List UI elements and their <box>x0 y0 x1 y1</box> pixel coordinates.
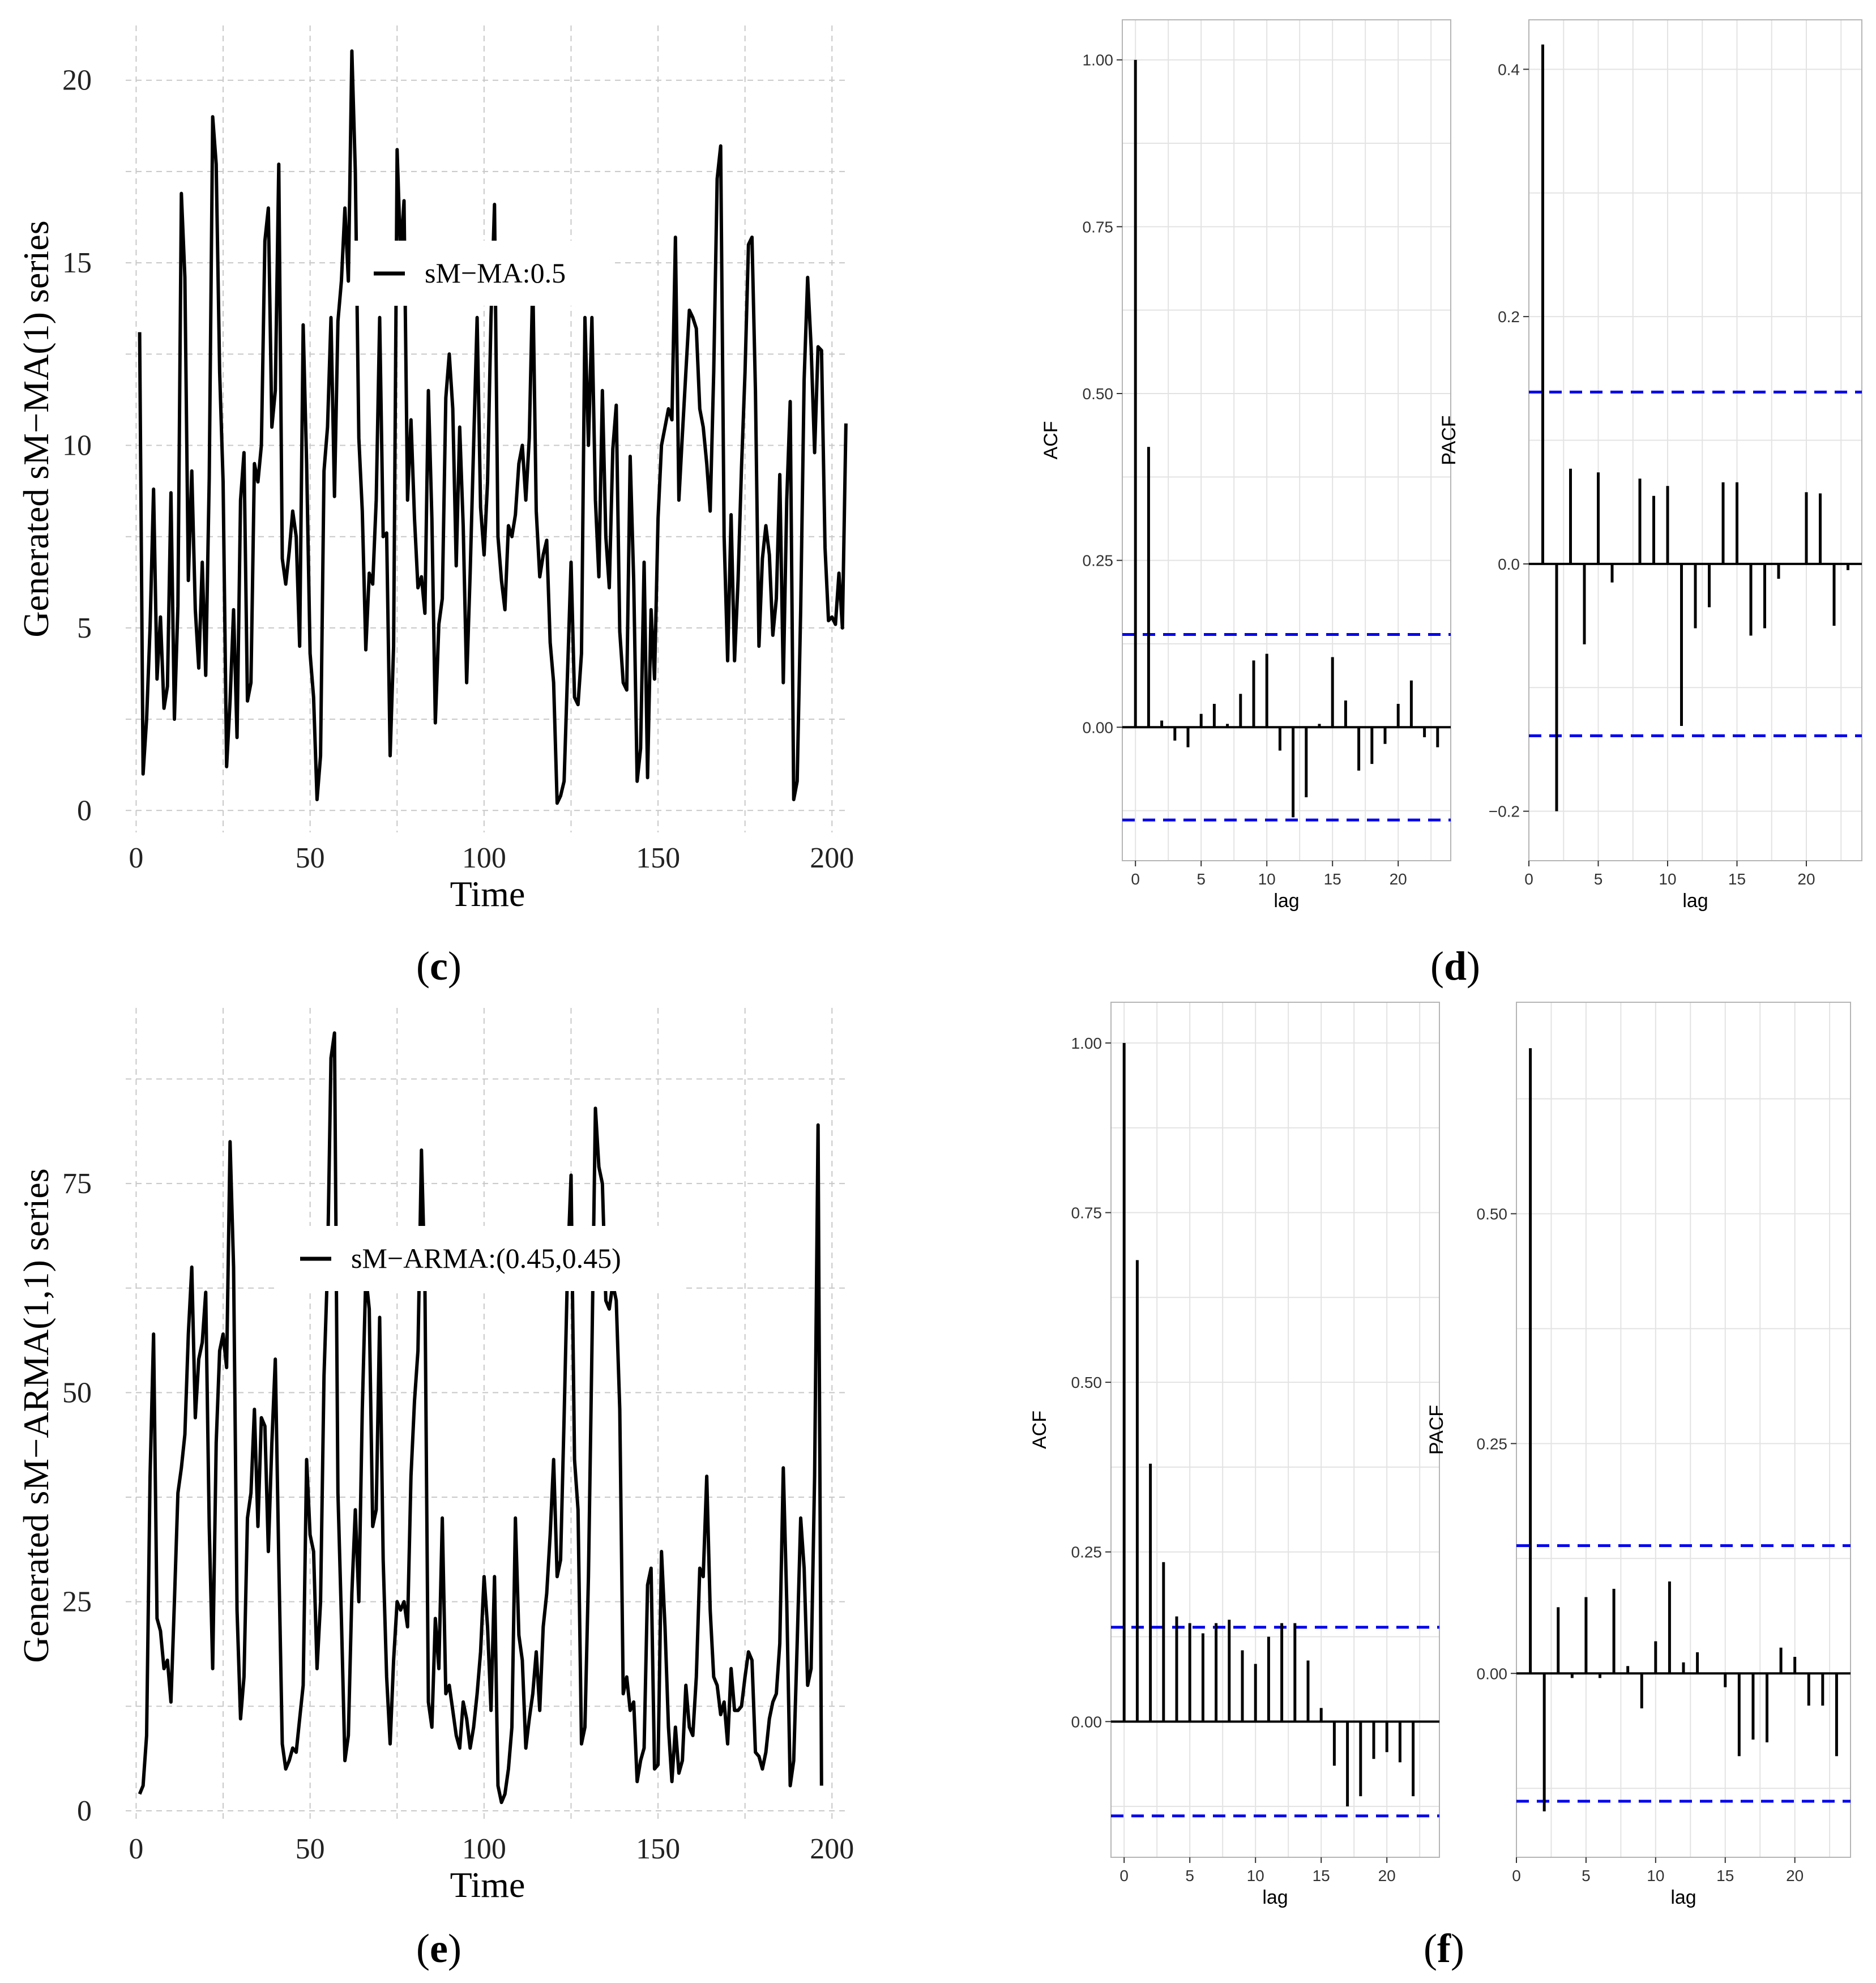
legend-label: sM−MA:0.5 <box>425 257 566 289</box>
x-tick-label: 10 <box>1247 1867 1264 1884</box>
x-tick-label: 20 <box>1378 1867 1396 1884</box>
legend-background <box>277 1226 685 1291</box>
panel-label: (e) <box>416 1926 461 1971</box>
x-tick-label: 50 <box>296 1833 325 1865</box>
y-tick-label: 5 <box>77 612 92 644</box>
panel-label: (f) <box>1424 1926 1464 1971</box>
y-tick-label: 0.25 <box>1071 1544 1102 1561</box>
y-tick-label: 0.00 <box>1071 1713 1102 1730</box>
x-axis-title: Time <box>450 874 525 914</box>
chart-d_acf: 0 5 10 15 20 0.00 0.25 0.50 0.75 1.00 lag ACF <box>1040 19 1451 912</box>
y-tick-label: 0.25 <box>1477 1435 1508 1452</box>
chart-f_acf: 0 5 10 15 20 0.00 0.25 0.50 0.75 1.00 lag ACF <box>1029 1002 1440 1908</box>
legend: sM−ARMA:(0.45,0.45) <box>277 1226 685 1291</box>
x-tick-label: 100 <box>462 1833 506 1865</box>
y-axis-title: PACF <box>1438 415 1460 465</box>
x-axis-title: lag <box>1262 1887 1288 1908</box>
y-tick-label: 75 <box>62 1168 92 1200</box>
y-tick-label: 0 <box>77 794 92 827</box>
y-tick-label: −0.2 <box>1489 803 1520 820</box>
y-tick-label: 0.00 <box>1477 1665 1508 1682</box>
x-tick-label: 0 <box>129 842 143 874</box>
x-tick-label: 20 <box>1786 1867 1804 1884</box>
x-axis-title: Time <box>450 1865 525 1905</box>
x-tick-label: 0 <box>1131 870 1140 888</box>
x-tick-label: 200 <box>810 1833 854 1865</box>
y-tick-label: 0.2 <box>1498 308 1520 326</box>
x-tick-label: 20 <box>1390 870 1407 888</box>
panel-label: (c) <box>416 943 461 989</box>
y-tick-label: 0 <box>77 1795 92 1827</box>
y-tick-label: 0.50 <box>1071 1374 1102 1391</box>
x-tick-label: 0 <box>129 1833 143 1865</box>
x-tick-label: 5 <box>1185 1867 1194 1884</box>
chart-d_pacf: 0 5 10 15 20 −0.2 0.0 0.2 0.4 lag PACF <box>1438 19 1862 912</box>
x-tick-label: 150 <box>636 842 680 874</box>
panel-border <box>1516 1002 1851 1858</box>
y-tick-label: 1.00 <box>1083 52 1114 69</box>
x-tick-label: 0 <box>1119 1867 1129 1884</box>
chart-c: 0 50 100 150 200 0 5 10 15 20 Time Generated sM−MA(… <box>16 25 854 914</box>
y-tick-label: 25 <box>62 1586 92 1618</box>
y-tick-label: 15 <box>62 247 92 279</box>
x-tick-label: 5 <box>1594 870 1603 888</box>
x-tick-label: 15 <box>1324 870 1341 888</box>
y-tick-label: 0.75 <box>1083 218 1114 236</box>
y-tick-label: 0.25 <box>1083 552 1114 570</box>
panel-border <box>1110 1002 1440 1858</box>
y-tick-label: 1.00 <box>1071 1035 1102 1052</box>
x-tick-label: 5 <box>1582 1867 1591 1884</box>
y-tick-label: 50 <box>62 1377 92 1409</box>
panel-border <box>1528 19 1862 861</box>
y-axis-title: PACF <box>1426 1405 1447 1455</box>
y-tick-label: 0.0 <box>1498 555 1520 573</box>
series-line <box>138 49 848 805</box>
x-tick-label: 10 <box>1258 870 1276 888</box>
x-tick-label: 5 <box>1196 870 1206 888</box>
y-axis-title: Generated sM−MA(1) series <box>16 220 56 637</box>
x-tick-label: 100 <box>462 842 506 874</box>
x-tick-label: 10 <box>1647 1867 1664 1884</box>
chart-e: 0 50 100 150 200 0 25 50 75 Time Generated sM−ARMA… <box>16 1008 854 1905</box>
y-tick-label: 0.4 <box>1498 61 1520 78</box>
y-tick-label: 10 <box>62 430 92 462</box>
x-axis-title: lag <box>1274 890 1299 912</box>
x-tick-label: 15 <box>1728 870 1746 888</box>
x-tick-label: 0 <box>1524 870 1533 888</box>
y-tick-label: 0.50 <box>1477 1205 1508 1223</box>
panel-label: (d) <box>1430 943 1480 989</box>
y-tick-label: 20 <box>62 65 92 97</box>
x-tick-label: 10 <box>1659 870 1676 888</box>
series-line <box>138 1031 823 1805</box>
y-axis-title: Generated sM−ARMA(1,1) series <box>16 1168 56 1663</box>
x-tick-label: 200 <box>810 842 854 874</box>
x-tick-label: 50 <box>296 842 325 874</box>
x-axis-title: lag <box>1670 1887 1696 1908</box>
legend-label: sM−ARMA:(0.45,0.45) <box>351 1242 621 1274</box>
x-tick-label: 20 <box>1797 870 1815 888</box>
y-tick-label: 0.75 <box>1071 1204 1102 1222</box>
y-tick-label: 0.50 <box>1083 385 1114 403</box>
x-axis-title: lag <box>1682 890 1708 912</box>
y-axis-title: ACF <box>1029 1411 1050 1449</box>
panel-border <box>1122 19 1451 861</box>
x-tick-label: 15 <box>1716 1867 1734 1884</box>
chart-f_pacf: 0 5 10 15 20 0.00 0.25 0.50 lag PACF <box>1426 1002 1851 1908</box>
legend: sM−MA:0.5 <box>351 241 612 306</box>
x-tick-label: 0 <box>1512 1867 1521 1884</box>
y-axis-title: ACF <box>1040 421 1062 460</box>
y-tick-label: 0.00 <box>1083 719 1114 736</box>
x-tick-label: 150 <box>636 1833 680 1865</box>
x-tick-label: 15 <box>1313 1867 1330 1884</box>
